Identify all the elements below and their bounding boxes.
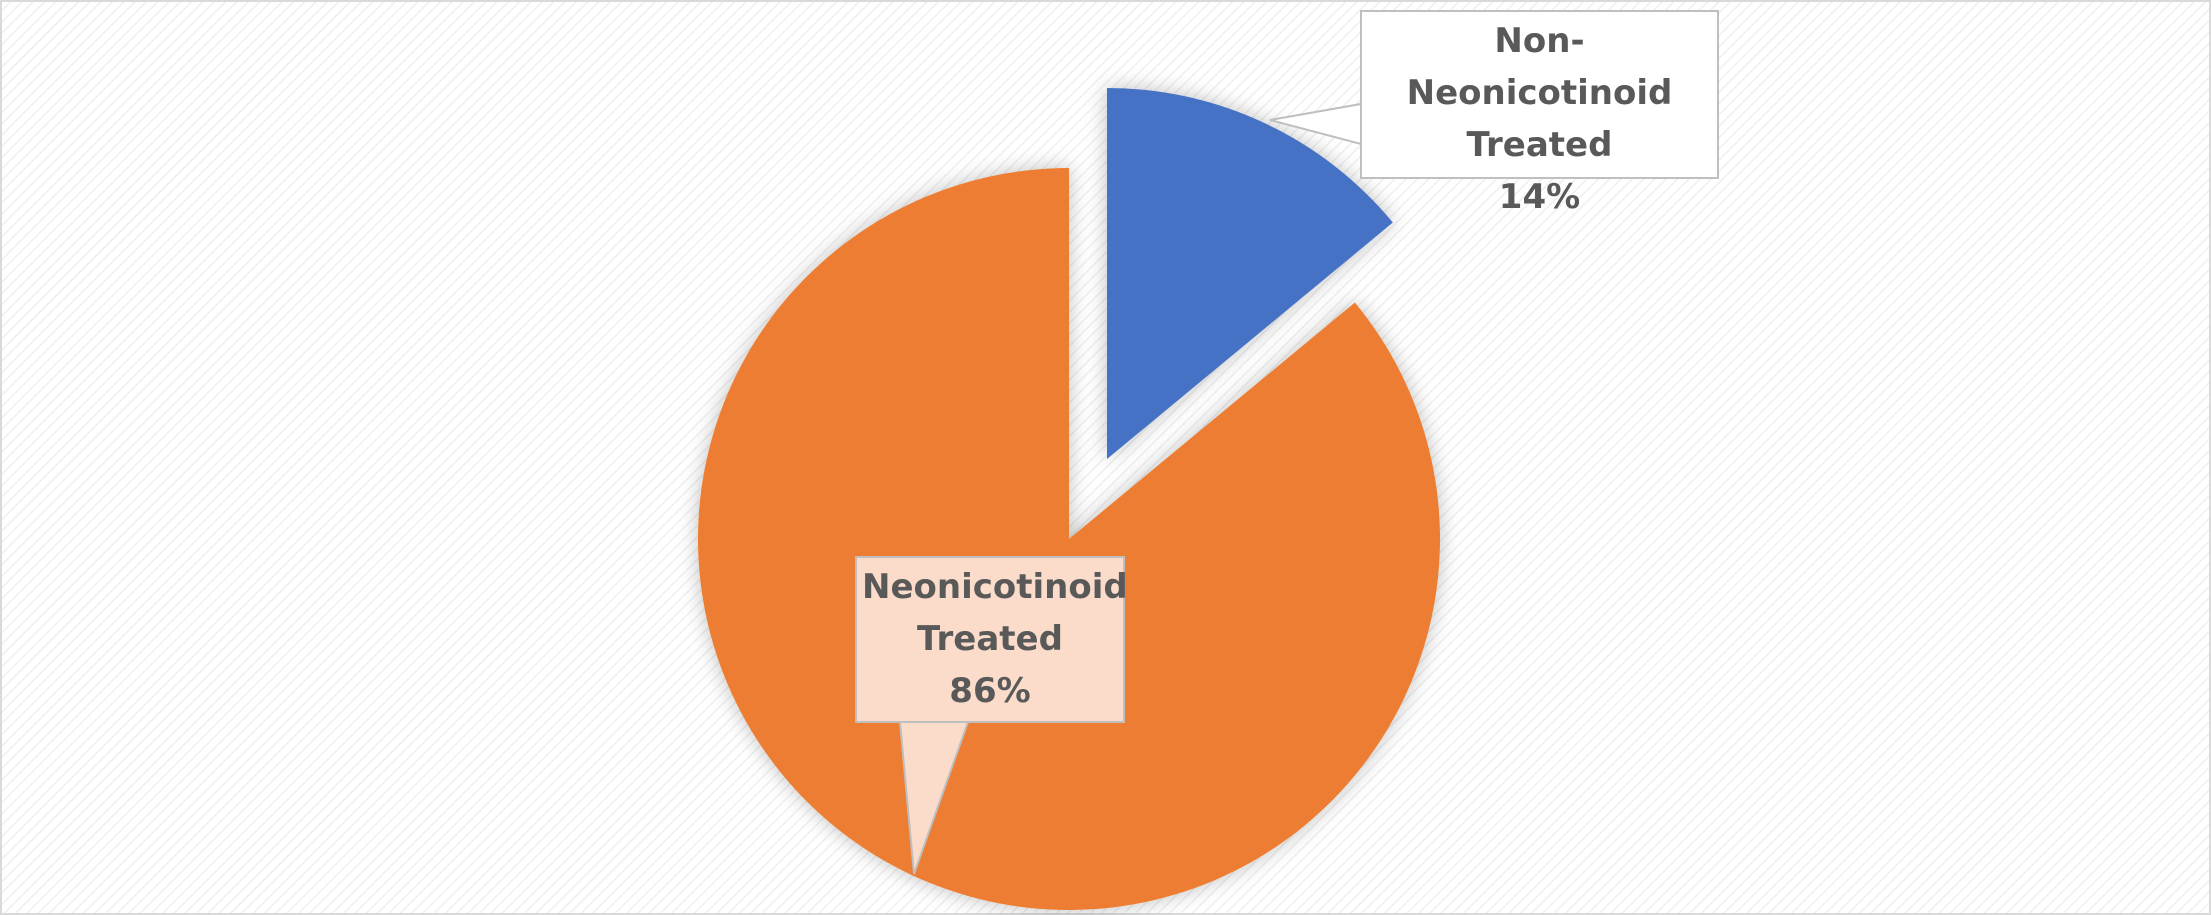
label-category: Non-Neonicotinoid Treated <box>1406 21 1673 165</box>
callout-box <box>855 556 1125 723</box>
label-value: 86% <box>949 671 1031 711</box>
label-category: Neonicotinoid Treated <box>862 567 1128 659</box>
pie-slice <box>1107 88 1393 459</box>
pie-slice <box>698 168 1440 910</box>
callout-box <box>1360 10 1719 179</box>
callouts <box>855 10 1719 875</box>
data-label: Neonicotinoid Treated 86% <box>856 557 1128 722</box>
data-label: Non-Neonicotinoid Treated 14% <box>1361 11 1718 217</box>
pie <box>698 88 1440 910</box>
label-value: 14% <box>1498 177 1581 217</box>
